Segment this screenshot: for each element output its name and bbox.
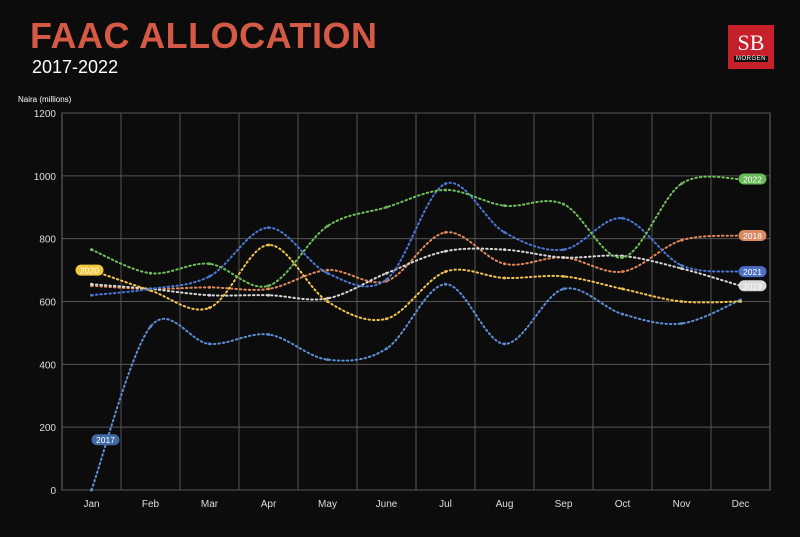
y-axis-label: Naira (millions): [18, 95, 72, 104]
data-point-2017: [562, 287, 565, 291]
data-point-2017: [326, 358, 329, 362]
data-point-2020: [503, 276, 506, 280]
x-tick-label: Nov: [673, 499, 691, 510]
x-tick-label: Mar: [201, 499, 219, 510]
data-point-2021: [326, 271, 329, 275]
data-point-2019: [503, 248, 506, 252]
x-tick-label: Jul: [439, 499, 452, 510]
series-label-2018: 2018: [743, 231, 762, 241]
data-point-2019: [208, 293, 211, 297]
y-tick-label: 400: [39, 360, 56, 371]
data-point-2021: [503, 230, 506, 234]
data-point-2022: [621, 256, 624, 260]
data-point-2022: [503, 204, 506, 208]
series-label-badge: [738, 173, 767, 185]
series-label-2021: 2021: [743, 267, 762, 277]
series-label-badge: [91, 434, 120, 446]
data-point-2020: [326, 300, 329, 303]
data-point-2022: [267, 284, 270, 288]
x-tick-label: Oct: [615, 499, 631, 510]
data-point-2021: [562, 248, 565, 252]
data-point-2020: [739, 300, 742, 303]
data-point-2017: [680, 321, 683, 325]
data-point-2022: [444, 188, 447, 192]
data-point-2019: [444, 249, 447, 253]
data-point-2019: [90, 282, 93, 286]
data-point-2018: [326, 268, 329, 272]
data-point-2020: [562, 274, 565, 278]
data-point-2021: [444, 182, 447, 186]
data-point-2022: [562, 202, 565, 206]
y-tick-label: 800: [39, 235, 56, 246]
logo-mark: SB: [737, 30, 765, 55]
data-point-2017: [385, 347, 388, 351]
data-point-2018: [267, 287, 270, 291]
brand-logo: SB MORGEN: [728, 25, 774, 69]
x-tick-label: Aug: [496, 499, 514, 510]
x-tick-label: Sep: [555, 499, 573, 510]
series-label-2022: 2022: [743, 174, 762, 184]
series-label-2019: 2019: [743, 281, 762, 291]
data-point-2017: [208, 342, 211, 346]
data-point-2022: [149, 271, 152, 275]
data-point-2020: [208, 306, 211, 310]
data-point-2017: [621, 312, 624, 316]
data-point-2018: [621, 270, 624, 274]
y-tick-label: 600: [39, 298, 56, 309]
data-point-2017: [267, 332, 270, 336]
data-point-2022: [326, 224, 329, 228]
data-point-2018: [444, 230, 447, 234]
data-point-2021: [208, 274, 211, 278]
data-point-2020: [385, 317, 388, 321]
data-point-2017: [503, 342, 506, 346]
data-point-2021: [621, 216, 624, 220]
x-tick-label: Feb: [142, 499, 160, 510]
data-point-2021: [680, 263, 683, 267]
data-point-2022: [208, 262, 211, 266]
y-tick-label: 1200: [34, 109, 57, 120]
data-point-2019: [562, 256, 565, 260]
data-point-2017: [444, 282, 447, 286]
y-tick-label: 0: [50, 486, 56, 497]
data-point-2019: [326, 296, 329, 300]
data-point-2020: [267, 243, 270, 247]
data-point-2021: [90, 293, 93, 297]
x-tick-label: June: [376, 499, 398, 510]
x-tick-label: Dec: [732, 499, 750, 510]
data-point-2019: [680, 267, 683, 271]
data-point-2020: [444, 270, 447, 274]
data-point-2019: [385, 271, 388, 275]
x-tick-label: Apr: [261, 499, 277, 510]
series-label-2017: 2017: [96, 435, 115, 445]
data-point-2017: [149, 325, 152, 329]
data-point-2018: [680, 238, 683, 242]
data-point-2021: [267, 226, 270, 230]
y-tick-label: 1000: [34, 172, 57, 183]
data-point-2019: [267, 293, 270, 297]
data-point-2021: [385, 278, 388, 282]
data-point-2022: [90, 248, 93, 252]
y-tick-label: 200: [39, 423, 56, 434]
logo-subtext: MORGEN: [734, 56, 768, 62]
data-point-2020: [680, 300, 683, 303]
data-point-2017: [90, 488, 93, 492]
series-line-2021: [90, 181, 742, 297]
data-point-2018: [503, 262, 506, 266]
series-label-2020: 2020: [80, 266, 99, 276]
chart-title: FAAC ALLOCATION: [30, 15, 378, 56]
series-label-badge: [75, 264, 104, 276]
series-label-badge: [738, 230, 767, 242]
data-point-2018: [208, 285, 211, 289]
data-point-2021: [149, 287, 152, 291]
data-point-2020: [621, 287, 624, 291]
x-tick-label: Jan: [83, 499, 99, 510]
chart-subtitle: 2017-2022: [32, 57, 119, 77]
x-tick-label: May: [318, 499, 337, 510]
data-point-2022: [385, 205, 388, 209]
series-label-badge: [738, 266, 767, 278]
data-point-2022: [680, 182, 683, 186]
series-label-badge: [738, 280, 767, 292]
